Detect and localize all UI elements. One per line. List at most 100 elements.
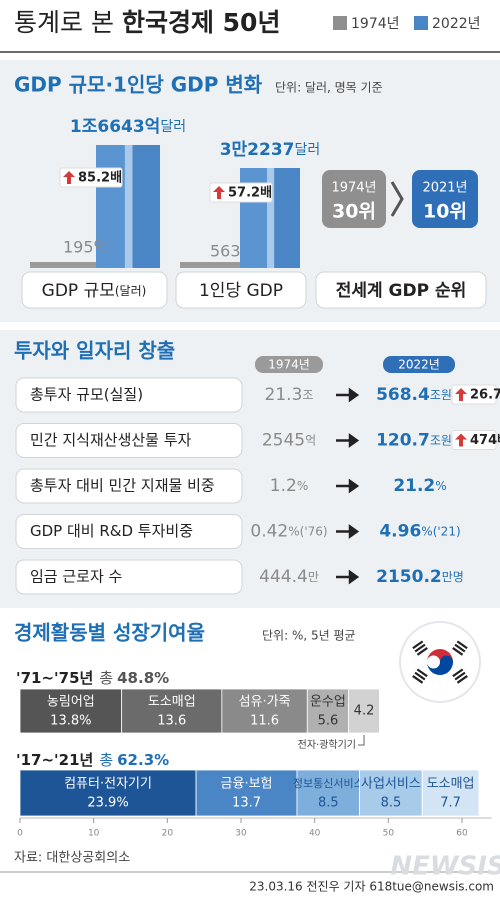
value-unit: 만 bbox=[308, 570, 319, 584]
row-arrow bbox=[336, 478, 360, 494]
flag-trigram bbox=[412, 640, 428, 656]
section-unit: 단위: 달러, 명목 기준 bbox=[275, 81, 383, 95]
ratio-label: 85.2배 bbox=[78, 170, 122, 186]
x-tick-label: 30 bbox=[235, 829, 247, 839]
total: 48.8% bbox=[117, 669, 169, 687]
segment-value: 13.8% bbox=[50, 714, 91, 729]
value-2022: 2150.2만명 bbox=[376, 567, 464, 587]
row-label: GDP 대비 R&D 투자비중 bbox=[30, 522, 193, 540]
x-tick-label: 0 bbox=[17, 829, 23, 839]
up-arrow bbox=[63, 171, 75, 184]
source: 자료: 대한상공회의소 bbox=[14, 851, 130, 866]
column-pill bbox=[255, 356, 323, 373]
flag-trigram bbox=[452, 640, 468, 656]
ratio-label: 57.2배 bbox=[228, 185, 272, 201]
trigram-bar bbox=[454, 643, 466, 653]
value-2022-number: 3만2237 bbox=[220, 140, 295, 160]
title-bold: 한국경제 50년 bbox=[122, 8, 281, 37]
stacked-segment bbox=[121, 688, 223, 734]
value-1974: 0.42%('76) bbox=[250, 522, 327, 542]
row-arrow bbox=[336, 387, 360, 403]
period-label: '71~'75년 총 48.8% bbox=[16, 669, 169, 687]
value-unit: 조 bbox=[302, 388, 313, 402]
value-number: 444.4 bbox=[259, 567, 308, 587]
value-1974: 444.4만 bbox=[259, 567, 319, 587]
bar-1974 bbox=[180, 262, 240, 268]
label-box bbox=[21, 271, 168, 309]
segment-value: 5.6 bbox=[318, 714, 339, 729]
segment-value: 13.6 bbox=[157, 714, 186, 729]
stacked-segment bbox=[195, 769, 298, 817]
trigram-bar bbox=[416, 647, 428, 656]
value-2022: 1조6643억달러 bbox=[70, 117, 186, 137]
rank-arrow bbox=[390, 181, 404, 217]
bar-2022-mid bbox=[267, 168, 275, 268]
row-arrow bbox=[336, 433, 360, 448]
credit: 23.03.16 전진우 기자 618tue@newsis.com bbox=[249, 880, 494, 894]
segment-label: 섬유·가죽 bbox=[239, 695, 291, 710]
period: '17~'21년 bbox=[16, 751, 93, 769]
value-unit: %('21) bbox=[421, 524, 460, 538]
stacked-segment bbox=[421, 769, 480, 817]
up-arrow bbox=[455, 433, 467, 447]
segment-label: 도소매업 bbox=[148, 695, 196, 710]
row-box bbox=[15, 514, 243, 549]
row-label: 총투자 대비 민간 지재물 비중 bbox=[30, 477, 215, 495]
value-number: 21.2 bbox=[393, 476, 435, 496]
column-pill bbox=[383, 356, 455, 373]
total-prefix: 총 bbox=[99, 669, 113, 687]
ratio-badge bbox=[209, 182, 273, 203]
value-number: 2150.2 bbox=[376, 567, 442, 587]
period: '71~'75년 bbox=[16, 669, 93, 687]
stacked-segment bbox=[19, 769, 197, 817]
value-unit: 만명 bbox=[442, 570, 464, 584]
trigram-bar bbox=[412, 640, 424, 650]
up-arrow bbox=[455, 388, 467, 401]
bar-label-unit: (달러) bbox=[115, 284, 146, 298]
segment-value: 23.9% bbox=[87, 796, 128, 811]
period-label: '17~'21년 총 62.3% bbox=[16, 751, 169, 769]
bar-1974 bbox=[30, 262, 96, 268]
bar-label: 1인당 GDP bbox=[199, 281, 283, 301]
trigram-bar bbox=[454, 671, 466, 681]
section-heading: 경제활동별 성장기여율 bbox=[14, 621, 205, 645]
legend-label: 2022년 bbox=[432, 16, 481, 32]
page-title: 통계로 본 한국경제 50년 bbox=[14, 8, 280, 37]
value-2022: 4.96%('21) bbox=[379, 522, 460, 542]
rank-box-2021 bbox=[412, 170, 478, 228]
value-number: 1.2 bbox=[270, 476, 297, 496]
value-number: 2545 bbox=[262, 431, 305, 451]
stacked-segment bbox=[221, 688, 308, 734]
ratio-badge bbox=[59, 167, 123, 188]
bar-label-main: GDP 규모 bbox=[42, 281, 115, 301]
value-1974: 2545억 bbox=[262, 431, 316, 451]
legend-label: 1974년 bbox=[351, 16, 400, 32]
value-number: 4.96 bbox=[379, 522, 421, 542]
value-number: 21.3 bbox=[265, 385, 303, 405]
value-unit: 억 bbox=[305, 433, 316, 447]
bar-label: GDP 규모(달러) bbox=[42, 281, 147, 301]
stacked-segment bbox=[296, 769, 361, 817]
total-prefix: 총 bbox=[99, 751, 113, 769]
section-heading: 투자와 일자리 창출 bbox=[14, 339, 175, 363]
flag-blue bbox=[427, 655, 453, 675]
label-box bbox=[315, 271, 487, 309]
value-1974: 195억 bbox=[63, 238, 108, 257]
segment-label: 금융·보험 bbox=[221, 777, 273, 792]
row-label: 임금 근로자 수 bbox=[30, 568, 122, 586]
rank-box-1974 bbox=[322, 170, 386, 228]
x-tick-label: 10 bbox=[88, 829, 100, 839]
value-unit: 조원 bbox=[430, 433, 452, 447]
value-2022: 21.2% bbox=[393, 476, 446, 496]
row-box bbox=[15, 559, 243, 595]
segment-value: 13.7 bbox=[232, 796, 261, 811]
x-tick-label: 20 bbox=[162, 829, 174, 839]
value-number: 120.7 bbox=[376, 431, 430, 451]
rank-value: 10위 bbox=[423, 201, 467, 223]
column-header: 2022년 bbox=[398, 358, 440, 372]
bar-2022-face bbox=[96, 145, 125, 268]
trigram-bar bbox=[416, 668, 428, 678]
value-2022: 120.7조원 bbox=[376, 431, 452, 451]
section-unit: 단위: %, 5년 평균 bbox=[262, 629, 356, 643]
